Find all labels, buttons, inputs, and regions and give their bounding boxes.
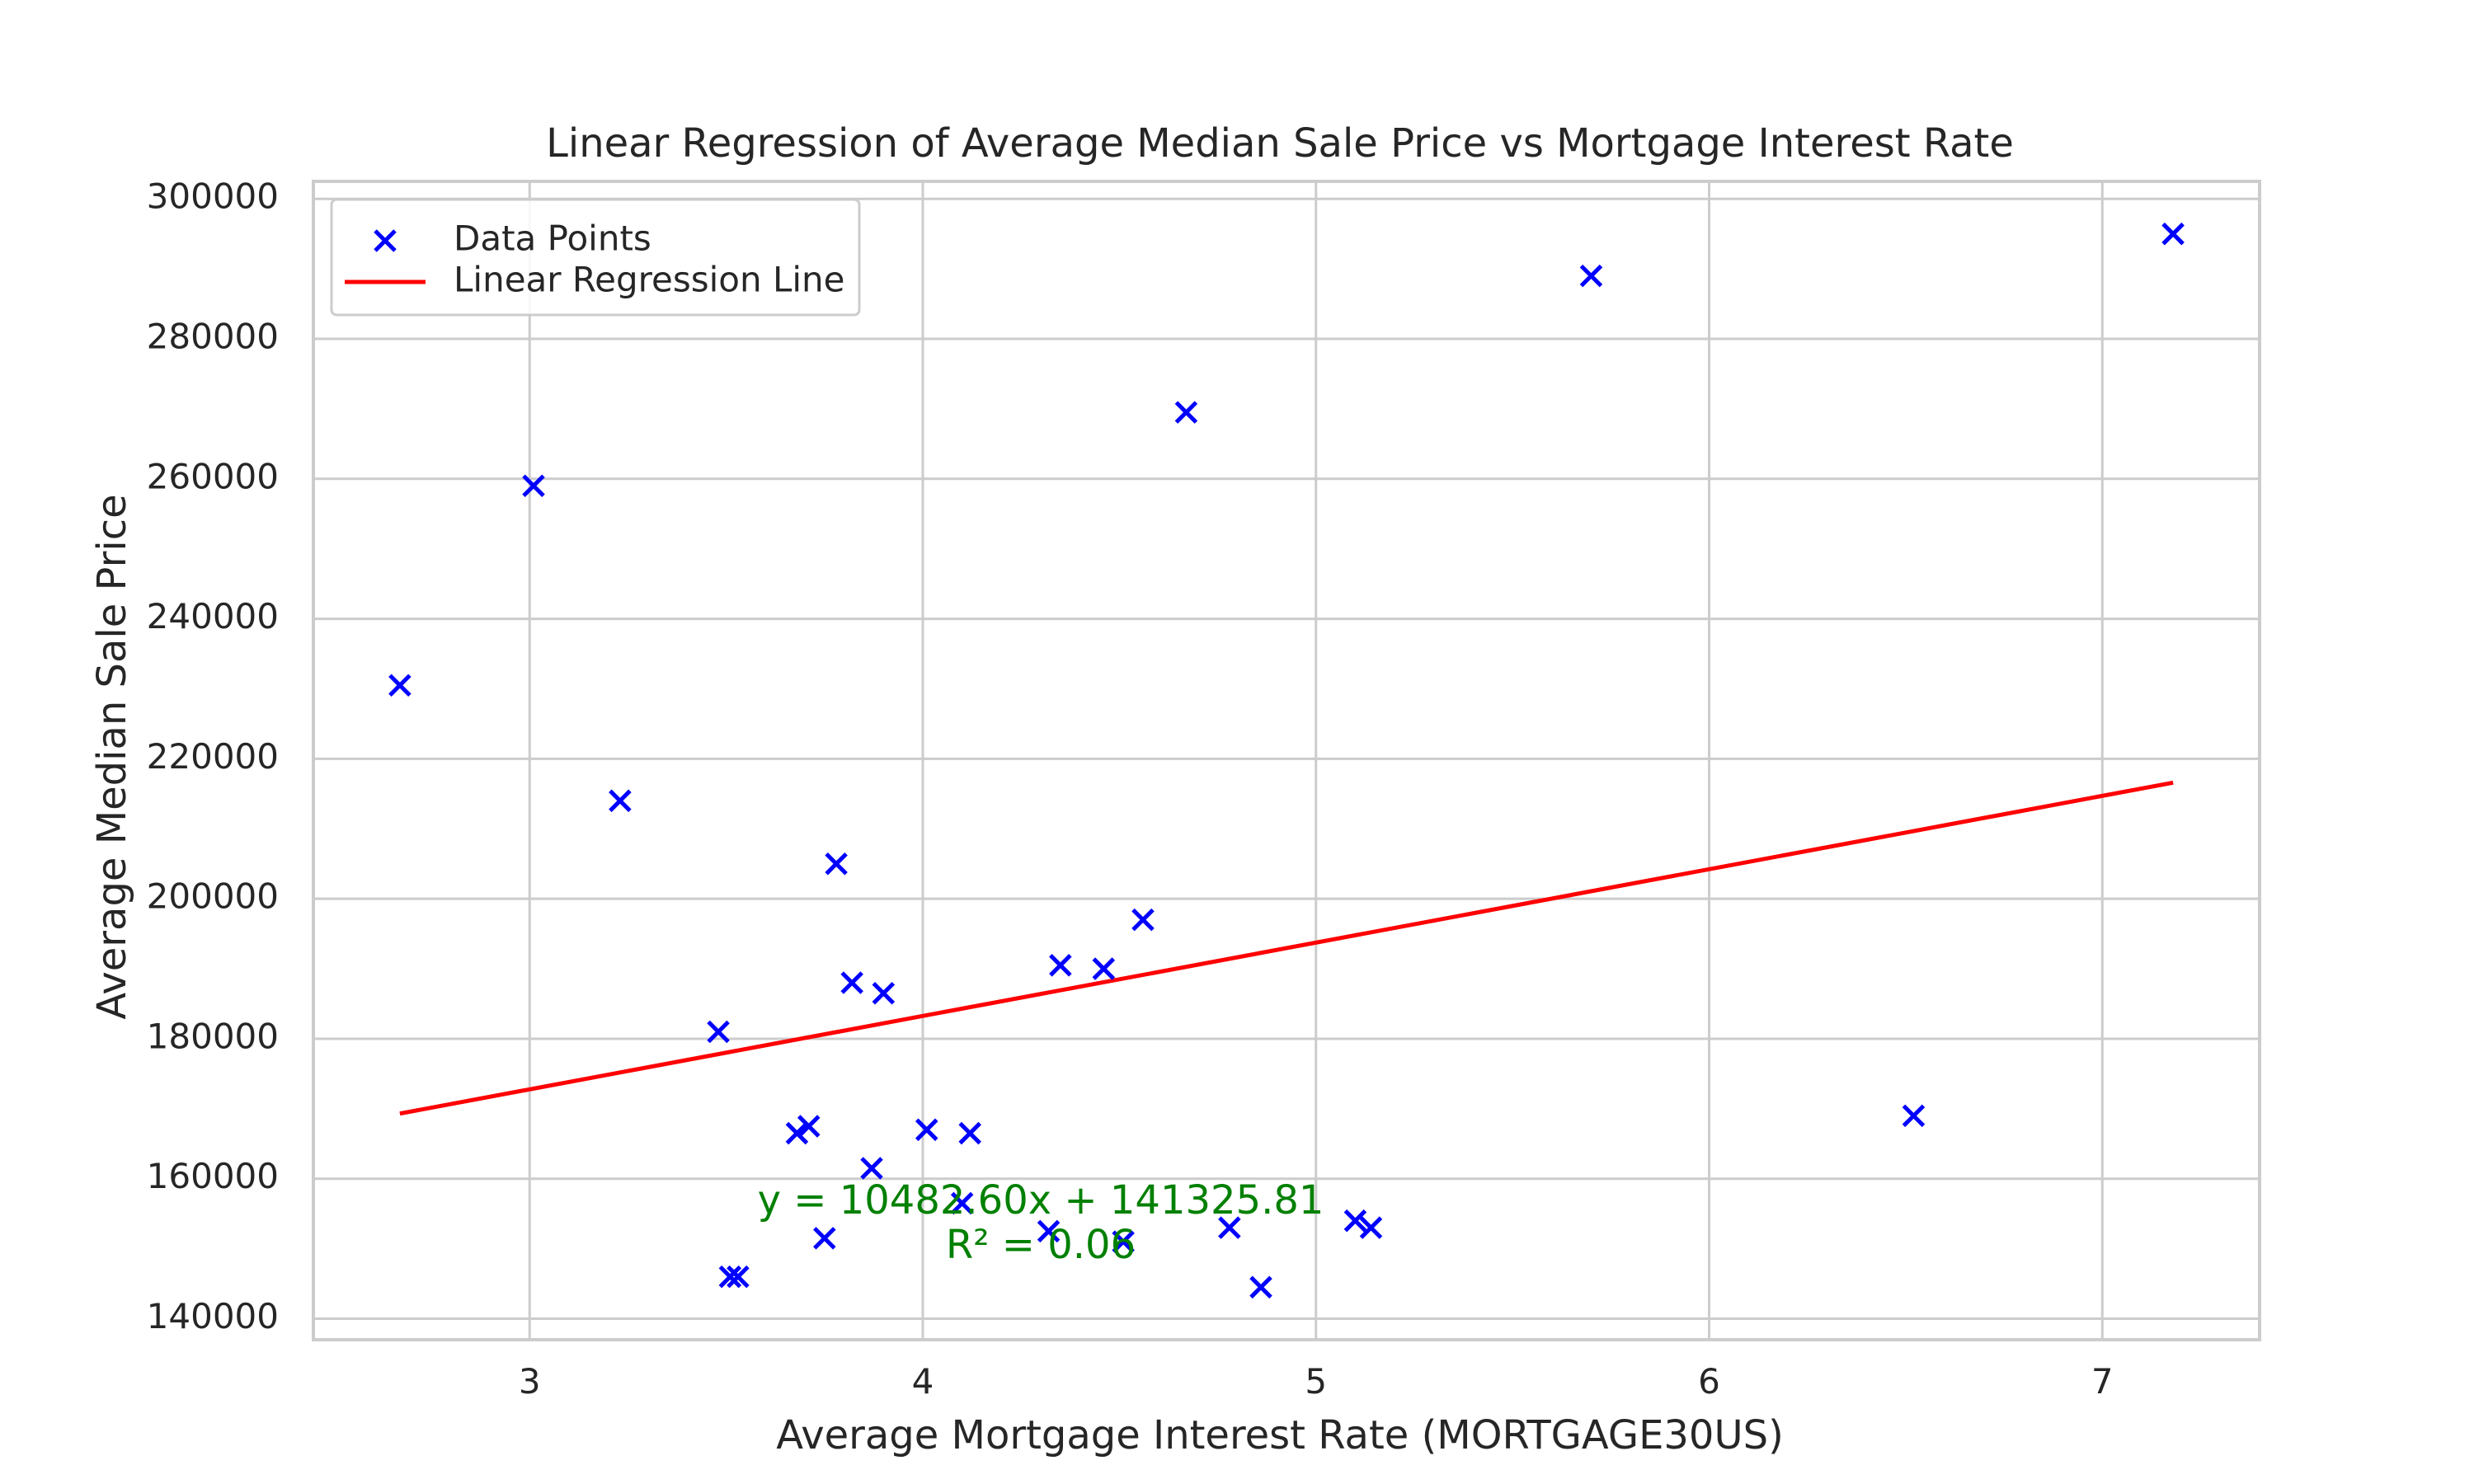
y-axis-ticks: 140000 160000 180000 200000 220000 240000 2600… xyxy=(147,176,279,1336)
data-point xyxy=(2161,222,2185,246)
data-point xyxy=(915,1118,938,1142)
data-point xyxy=(1343,1209,1367,1233)
regression-annotation: y = 10482.60x + 141325.81 R² = 0.06 xyxy=(758,1177,1324,1268)
data-point-stroke xyxy=(1902,1104,1926,1128)
data-point-stroke xyxy=(958,1121,981,1145)
data-point xyxy=(1174,401,1198,424)
y-tick-label: 160000 xyxy=(147,1156,279,1196)
y-tick-label: 260000 xyxy=(147,456,279,496)
y-tick-label: 140000 xyxy=(147,1296,279,1336)
data-point-stroke xyxy=(1343,1209,1367,1233)
data-point xyxy=(727,1265,750,1289)
y-tick-label: 200000 xyxy=(147,876,279,917)
data-point-stroke xyxy=(1218,1216,1241,1239)
data-point xyxy=(1359,1216,1383,1239)
data-point-stroke xyxy=(785,1121,809,1145)
data-point xyxy=(1131,908,1155,932)
data-point xyxy=(872,982,896,1005)
regression-line xyxy=(399,780,2174,1116)
grid xyxy=(313,181,2260,1340)
legend-x-stroke xyxy=(374,229,397,252)
data-point-stroke xyxy=(718,1265,742,1289)
data-point-stroke xyxy=(609,789,632,813)
data-point xyxy=(785,1121,809,1145)
data-point-stroke xyxy=(1131,908,1155,932)
data-point-stroke xyxy=(1092,957,1116,980)
data-point xyxy=(950,1191,974,1215)
legend-label-regression-line: Linear Regression Line xyxy=(454,260,845,300)
data-point-stroke xyxy=(825,852,848,876)
x-tick-label: 4 xyxy=(912,1361,934,1402)
data-point xyxy=(1037,1219,1061,1243)
regression-line-layer xyxy=(399,780,2174,1116)
y-tick-label: 220000 xyxy=(147,736,279,777)
data-point-stroke xyxy=(1049,954,1072,977)
y-tick-label: 240000 xyxy=(147,596,279,636)
data-point-stroke xyxy=(1359,1216,1383,1239)
data-point-stroke xyxy=(813,1227,836,1250)
data-point-stroke xyxy=(950,1191,974,1215)
x-axis-label: Average Mortgage Interest Rate (MORTGAGE… xyxy=(776,1412,1784,1458)
y-tick-label: 280000 xyxy=(147,317,279,357)
data-point-stroke xyxy=(707,1020,730,1044)
data-point-stroke xyxy=(872,982,896,1005)
data-point xyxy=(958,1121,981,1145)
data-point-stroke xyxy=(915,1118,938,1142)
data-point xyxy=(825,852,848,876)
data-point-stroke xyxy=(522,474,545,498)
data-point-stroke xyxy=(727,1265,750,1289)
data-point xyxy=(797,1115,821,1138)
data-point-stroke xyxy=(1037,1219,1061,1243)
data-point-stroke xyxy=(860,1157,883,1180)
data-points-layer xyxy=(388,222,2185,1299)
regression-equation: y = 10482.60x + 141325.81 xyxy=(758,1177,1324,1223)
data-point xyxy=(813,1227,836,1250)
data-point xyxy=(609,789,632,813)
y-tick-label: 300000 xyxy=(147,176,279,217)
data-point xyxy=(1218,1216,1241,1239)
y-tick-label: 180000 xyxy=(147,1016,279,1056)
data-point-stroke xyxy=(797,1115,821,1138)
r-squared-value: R² = 0.06 xyxy=(946,1222,1136,1268)
x-tick-label: 5 xyxy=(1305,1361,1327,1402)
data-point xyxy=(1579,264,1603,288)
data-point-stroke xyxy=(2161,222,2185,246)
x-axis-ticks: 3 4 5 6 7 xyxy=(519,1361,2114,1402)
y-axis-label: Average Median Sale Price xyxy=(89,494,135,1019)
legend-box xyxy=(330,198,861,317)
data-point xyxy=(840,971,863,994)
data-point xyxy=(1092,957,1116,980)
data-point-stroke xyxy=(1249,1275,1272,1299)
legend-marker-data-points xyxy=(374,229,397,252)
data-point-stroke xyxy=(1174,401,1198,424)
data-point xyxy=(1902,1104,1926,1128)
data-point xyxy=(1112,1230,1135,1253)
legend: Data Points Linear Regression Line xyxy=(330,198,861,317)
data-point-stroke xyxy=(840,971,863,994)
data-point-stroke xyxy=(1579,264,1603,288)
x-tick-label: 3 xyxy=(519,1361,541,1402)
data-point xyxy=(1249,1275,1272,1299)
chart-title: Linear Regression of Average Median Sale… xyxy=(546,120,2014,167)
data-point xyxy=(860,1157,883,1180)
data-point xyxy=(1049,954,1072,977)
x-tick-label: 6 xyxy=(1698,1361,1720,1402)
plot-area-frame xyxy=(312,180,2261,1341)
data-point xyxy=(388,674,412,697)
x-tick-label: 7 xyxy=(2091,1361,2114,1402)
legend-label-data-points: Data Points xyxy=(454,218,651,259)
data-point xyxy=(718,1265,742,1289)
data-point xyxy=(707,1020,730,1044)
data-point-stroke xyxy=(1112,1230,1135,1253)
data-point xyxy=(522,474,545,498)
data-point-stroke xyxy=(388,674,412,697)
